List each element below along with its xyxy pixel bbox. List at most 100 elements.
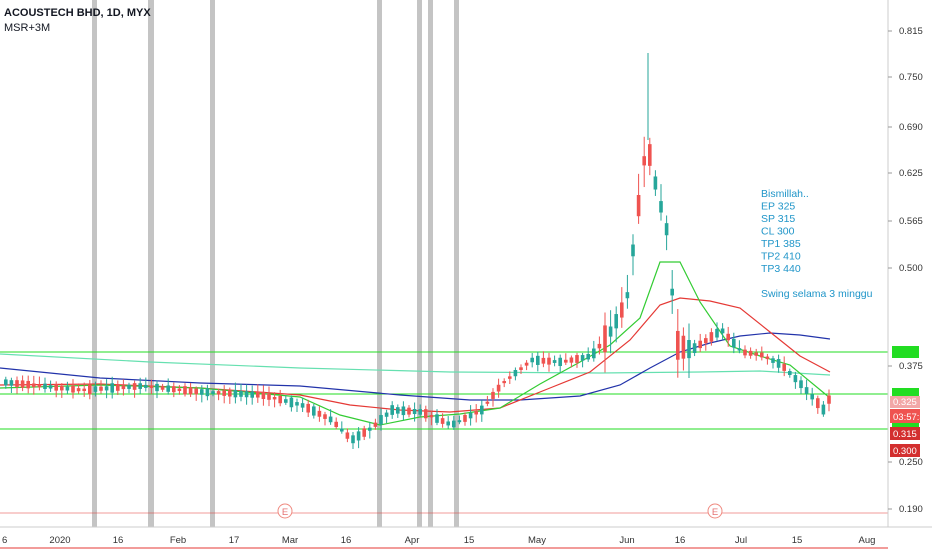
candle-body (760, 352, 764, 358)
candle-body (384, 412, 389, 417)
candle-body (771, 358, 775, 363)
candle-body (435, 414, 439, 423)
time-tick-label: 15 (464, 535, 475, 546)
candle-body (177, 388, 182, 392)
candle-body (295, 402, 299, 406)
candle-body (188, 387, 193, 395)
price-tick-label: 0.190 (899, 504, 923, 515)
candle-body (401, 406, 406, 416)
candle-body (732, 338, 736, 348)
candle-body (799, 380, 803, 389)
candle-body (620, 302, 624, 318)
candle-body (205, 388, 210, 397)
candle-body (519, 367, 523, 370)
candle-body (396, 407, 400, 414)
ma-line-red (0, 297, 831, 413)
candle-body (267, 393, 271, 400)
candle-body (317, 410, 322, 417)
price-tag-a (890, 396, 920, 408)
indicator-label: MSR+3M (4, 22, 51, 34)
candle-body (804, 387, 809, 394)
candle-body (373, 422, 378, 427)
candle-body (743, 349, 747, 356)
earnings-marker-label: E (712, 507, 718, 518)
price-tick-label: 0.250 (899, 457, 923, 468)
candle-body (788, 371, 792, 375)
candle-body (715, 328, 719, 338)
candle-body (569, 357, 574, 363)
candle-body (216, 391, 221, 395)
ma-line-green (0, 261, 831, 426)
price-tick-label: 0.500 (899, 263, 923, 274)
candle-body (121, 385, 126, 390)
candle-body (104, 386, 109, 391)
candle-body (362, 428, 366, 437)
candle-body (491, 391, 495, 399)
note-line: Bismillah.. (761, 188, 809, 200)
candle-body (530, 357, 534, 363)
candle-body (508, 376, 512, 379)
candle-body (407, 407, 411, 415)
candle-body (468, 412, 473, 419)
note-line: CL 300 (761, 226, 795, 238)
candle-body (172, 386, 176, 393)
candle-body (782, 363, 786, 371)
candle-body (687, 340, 691, 359)
candle-body (60, 385, 64, 391)
candle-body (709, 332, 714, 342)
candle-body (692, 343, 697, 354)
note-line: Swing selama 3 minggu (761, 288, 873, 300)
candle-body (26, 380, 30, 389)
price-tag-b-label: 0.315 (893, 429, 917, 440)
time-tick-label: 16 (341, 535, 352, 546)
ma-line-teal (0, 353, 831, 376)
candle-body (9, 380, 14, 386)
candle-body (228, 390, 232, 397)
candle-body (558, 357, 562, 367)
candle-body (233, 390, 238, 398)
time-tick-label: 2020 (49, 535, 70, 546)
candle-body (429, 414, 434, 418)
candle-body (681, 335, 686, 359)
candle-body (412, 409, 417, 415)
candle-body (65, 386, 70, 391)
time-tick-label: 16 (675, 535, 686, 546)
candle-body (278, 395, 282, 404)
candle-body (597, 343, 602, 349)
candle-body (76, 388, 81, 392)
candle-body (390, 405, 394, 415)
candle-body (827, 395, 831, 404)
time-tick-label: Feb (170, 535, 186, 546)
candle-body (32, 383, 36, 387)
candle-body (603, 325, 607, 353)
price-tick-label: 0.690 (899, 122, 923, 133)
candle-body (704, 338, 708, 344)
note-line: TP1 385 (761, 238, 801, 250)
candle-body (37, 384, 42, 388)
candle-body (250, 391, 254, 398)
price-tag-c-label: 0.300 (893, 446, 917, 457)
time-tick-label: Mar (282, 535, 298, 546)
candle-body (138, 383, 142, 389)
candle-body (418, 409, 422, 415)
note-line: TP2 410 (761, 251, 801, 263)
candle-body (446, 421, 450, 426)
candle-body (625, 292, 630, 299)
candle-body (457, 420, 462, 423)
candle-body (127, 384, 131, 389)
candle-body (463, 414, 467, 422)
candle-body (580, 355, 585, 361)
candle-body (71, 385, 75, 393)
ma-line-blue (0, 332, 831, 401)
candle-body (676, 330, 680, 360)
candle-body (48, 385, 53, 389)
candle-body (765, 356, 770, 360)
candle-body (15, 380, 19, 387)
candle-body (664, 223, 669, 236)
price-tick-label: 0.625 (899, 168, 923, 179)
candle-body (541, 357, 546, 364)
candle-body (821, 404, 826, 415)
candle-body (816, 398, 820, 409)
